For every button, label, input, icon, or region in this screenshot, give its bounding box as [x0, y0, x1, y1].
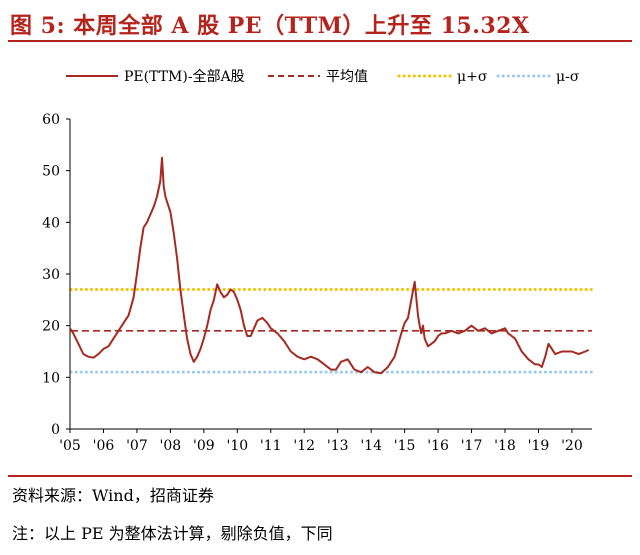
x-tick-label: '13 [327, 438, 349, 454]
title-rule [8, 40, 632, 42]
reference-lines [69, 288, 594, 374]
pe-series-line [69, 156, 590, 375]
x-tick-label: '18 [494, 438, 516, 454]
x-tick-label: '20 [561, 438, 583, 454]
y-tick-label: 40 [42, 215, 60, 231]
x-tick-label: '16 [427, 438, 449, 454]
x-tick-label: '17 [461, 438, 483, 454]
legend-label: 平均值 [326, 69, 368, 85]
y-tick-label: 60 [42, 112, 60, 128]
figure-title: 图 5: 本周全部 A 股 PE（TTM）上升至 15.32X [10, 13, 530, 39]
footer-rule [8, 475, 632, 477]
x-tick-label: '09 [193, 438, 215, 454]
source-note: 资料来源：Wind，招商证券 [12, 486, 214, 505]
x-tick-label: '12 [293, 438, 315, 454]
x-tick-label: '07 [126, 438, 148, 454]
x-tick-label: '05 [59, 438, 81, 454]
y-tick-label: 50 [42, 164, 60, 180]
y-tick-label: 10 [42, 370, 60, 386]
x-tick-label: '06 [93, 438, 115, 454]
x-tick-label: '08 [160, 438, 182, 454]
x-tick-label: '14 [360, 438, 382, 454]
chart-legend: PE(TTM)-全部A股 平均值 μ+σ μ-σ [66, 68, 580, 85]
y-tick-label: 30 [42, 267, 60, 283]
plot-area [69, 156, 590, 375]
legend-label: μ-σ [556, 69, 580, 85]
legend-label: μ+σ [457, 69, 488, 85]
method-note: 注：以上 PE 为整体法计算，剔除负值，下同 [12, 524, 333, 543]
x-tick-label: '11 [260, 438, 282, 454]
pe-chart: PE(TTM)-全部A股 平均值 μ+σ μ-σ 0 10 20 30 40 50 60 '05 '0… [42, 68, 594, 454]
chart-axes: 0 10 20 30 40 50 60 '05 '06 '07 '08 '09 '10 '11 '12 '13… [42, 112, 592, 454]
y-tick-label: 0 [51, 422, 60, 438]
x-tick-label: '15 [394, 438, 416, 454]
y-tick-label: 20 [42, 319, 60, 335]
legend-label: PE(TTM)-全部A股 [124, 68, 245, 85]
x-tick-label: '10 [226, 438, 248, 454]
x-tick-label: '19 [528, 438, 550, 454]
